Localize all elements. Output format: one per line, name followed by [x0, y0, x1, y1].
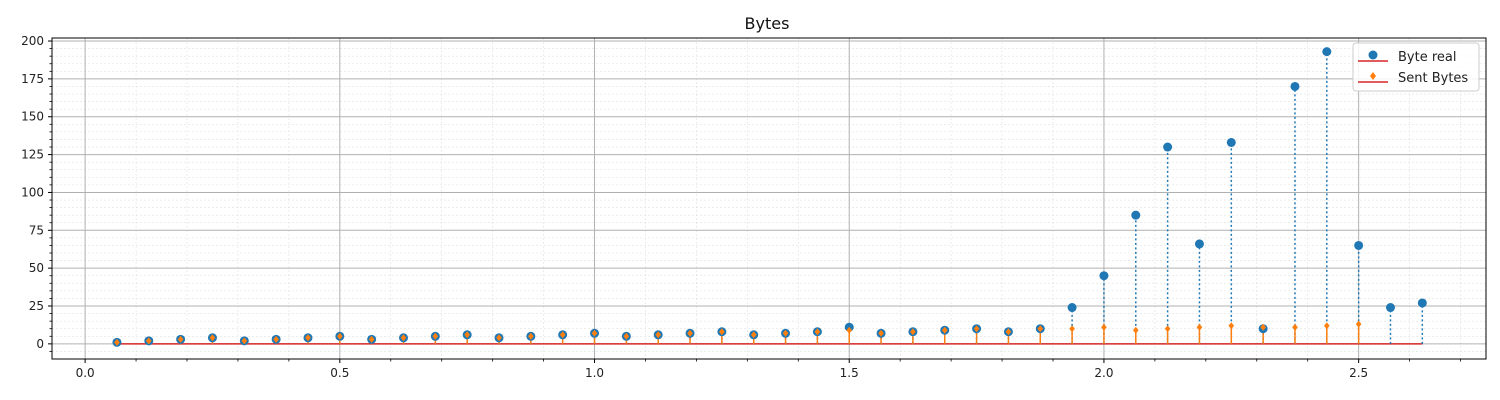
y-tick-label: 100 — [21, 185, 44, 199]
y-tick-label: 50 — [29, 261, 44, 275]
x-tick-label: 0.5 — [330, 366, 349, 380]
y-tick-label: 150 — [21, 110, 44, 124]
sent-bytes-markers — [114, 320, 1362, 346]
sent-bytes-point — [464, 331, 470, 339]
plot-frame — [51, 37, 1487, 360]
minor-grid — [52, 38, 1486, 359]
byte-real-point — [1099, 271, 1109, 281]
y-tick-label: 175 — [21, 72, 44, 86]
sent-bytes-point — [910, 328, 916, 336]
legend-byte-real-marker — [1368, 50, 1378, 60]
sent-bytes-point — [368, 335, 375, 343]
sent-bytes-point — [528, 332, 534, 340]
sent-bytes-point — [1132, 326, 1139, 334]
x-axis: 0.0 0.5 1.0 1.5 2.0 2.5 — [76, 359, 1461, 380]
sent-bytes-point — [814, 328, 821, 336]
sent-bytes-point — [941, 326, 948, 334]
byte-real-point — [1226, 137, 1236, 147]
byte-real-point — [1385, 303, 1395, 313]
sent-bytes-point — [337, 332, 343, 340]
byte-real-point — [1194, 239, 1204, 249]
sent-bytes-point — [305, 334, 311, 342]
sent-bytes-point — [719, 328, 725, 336]
sent-bytes-point — [1069, 325, 1075, 333]
sent-bytes-point — [878, 329, 884, 337]
sent-bytes-point — [1324, 322, 1330, 330]
sent-bytes-point — [1260, 323, 1266, 331]
sent-bytes-point — [177, 335, 184, 343]
x-tick-label: 1.0 — [585, 366, 604, 380]
sent-bytes-point — [623, 332, 630, 340]
sent-bytes-point — [241, 337, 248, 345]
sent-bytes-point — [1228, 322, 1235, 330]
sent-bytes-point — [1355, 320, 1362, 328]
y-tick-label: 25 — [29, 299, 44, 313]
y-tick-label: 125 — [21, 148, 44, 162]
byte-real-point — [1354, 240, 1364, 250]
sent-bytes-point — [273, 335, 279, 343]
byte-real-point — [1290, 81, 1300, 91]
sent-bytes-point — [1292, 323, 1298, 331]
byte-real-point — [1131, 210, 1141, 220]
x-tick-label: 1.5 — [840, 366, 859, 380]
sent-bytes-point — [496, 334, 502, 342]
sent-bytes-point — [145, 337, 152, 345]
byte-real-point — [1163, 142, 1173, 152]
y-axis: 0 25 50 75 100 125 150 175 200 — [21, 34, 52, 352]
byte-real-point — [1417, 298, 1427, 308]
sent-bytes-point — [559, 331, 566, 339]
chart-title: Bytes — [745, 14, 790, 33]
sent-bytes-point — [1037, 325, 1044, 333]
y-tick-label: 200 — [21, 34, 44, 48]
sent-bytes-point — [1164, 325, 1171, 333]
sent-bytes-point — [1196, 323, 1203, 331]
sent-bytes-point — [973, 325, 980, 333]
legend-box — [1352, 42, 1480, 92]
sent-bytes-point — [591, 329, 598, 337]
sent-bytes-point — [114, 338, 120, 346]
legend-sent-bytes-label: Sent Bytes — [1398, 71, 1468, 86]
legend: Byte real Sent Bytes — [1352, 42, 1480, 92]
byte-real-point — [1322, 47, 1332, 57]
y-tick-label: 0 — [36, 337, 44, 351]
sent-bytes-point — [1005, 328, 1012, 336]
sent-bytes-point — [400, 334, 407, 342]
legend-sent-bytes-marker — [1370, 72, 1376, 80]
sent-bytes-point — [782, 329, 789, 337]
byte-real-point — [1067, 303, 1077, 313]
sent-bytes-point — [750, 331, 757, 339]
x-tick-label: 2.0 — [1094, 366, 1113, 380]
sent-bytes-point — [655, 331, 662, 339]
sent-bytes-point — [209, 334, 216, 342]
x-tick-label: 2.5 — [1349, 366, 1368, 380]
x-tick-label: 0.0 — [76, 366, 95, 380]
y-tick-label: 75 — [29, 223, 44, 237]
sent-bytes-point — [1101, 323, 1107, 331]
sent-bytes-point — [687, 329, 693, 337]
sent-bytes-point — [432, 332, 439, 340]
legend-byte-real-label: Byte real — [1398, 50, 1456, 65]
sent-bytes-point — [846, 326, 853, 334]
